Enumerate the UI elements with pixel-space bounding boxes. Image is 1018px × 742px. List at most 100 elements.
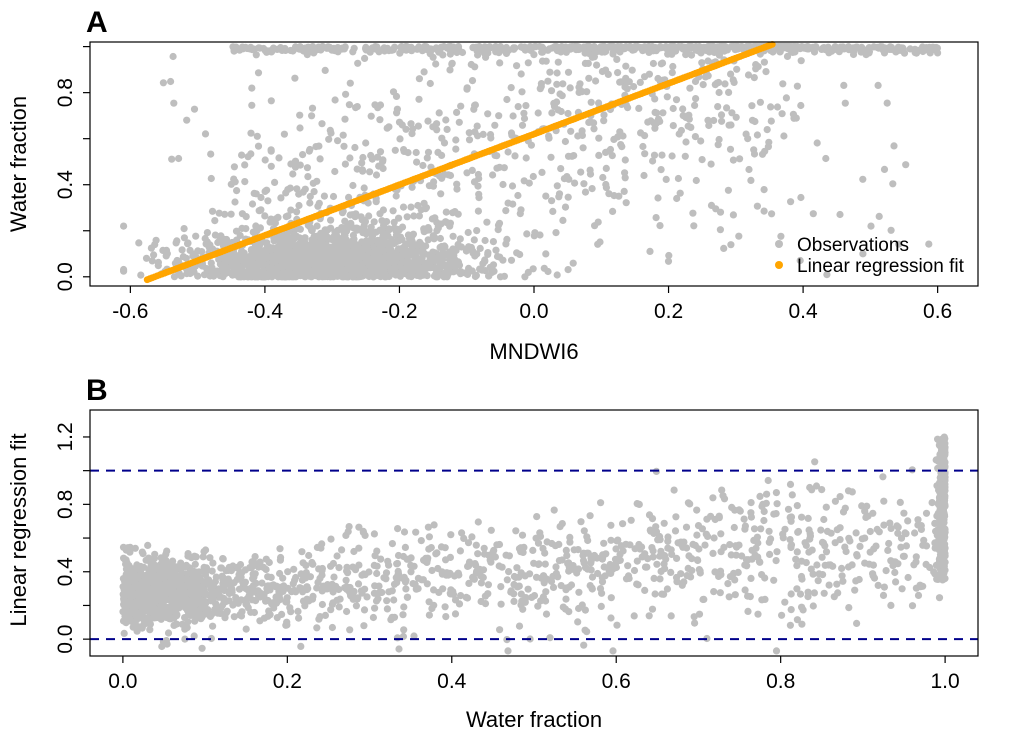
observation-point	[313, 250, 322, 258]
observation-point	[889, 180, 897, 188]
observation-point	[698, 156, 706, 164]
observation-point	[270, 271, 279, 279]
observation-point	[783, 52, 792, 61]
observation-point	[355, 225, 363, 233]
observation-point	[338, 546, 346, 554]
observation-point	[777, 232, 785, 240]
observation-point	[516, 250, 524, 259]
observation-point	[407, 273, 415, 281]
observation-point	[283, 598, 291, 606]
observation-point	[718, 117, 726, 125]
observation-point	[559, 80, 567, 88]
observation-point	[254, 246, 262, 254]
observation-point	[550, 506, 558, 514]
observation-point	[211, 231, 219, 239]
observation-point	[148, 257, 156, 265]
observation-point	[660, 519, 668, 527]
observation-point	[395, 118, 404, 126]
observation-point	[401, 245, 409, 253]
observation-point	[499, 256, 507, 264]
observation-point	[182, 254, 190, 262]
observation-point	[479, 130, 487, 138]
observation-point	[634, 581, 642, 589]
observation-point	[392, 92, 401, 100]
observation-point	[241, 161, 249, 169]
observation-point	[567, 581, 576, 589]
observation-point	[206, 554, 214, 562]
observation-point	[294, 607, 302, 616]
observation-point	[548, 109, 556, 117]
observation-point	[328, 623, 336, 632]
observation-point	[271, 219, 279, 227]
observation-point	[318, 120, 326, 128]
observation-point	[704, 57, 712, 65]
observation-point	[716, 226, 725, 234]
observation-point	[481, 236, 489, 245]
observation-point	[463, 169, 471, 177]
observation-point	[839, 43, 847, 52]
observation-point	[420, 199, 428, 207]
observation-point	[561, 203, 570, 211]
observation-point	[692, 176, 700, 185]
observation-point	[624, 562, 632, 570]
observation-point	[351, 143, 359, 152]
observation-point	[473, 567, 481, 576]
observation-point	[491, 553, 499, 561]
observation-point	[600, 111, 608, 119]
observation-point	[173, 237, 181, 245]
observation-point	[493, 252, 502, 261]
observation-point	[709, 549, 717, 558]
observation-point	[715, 88, 723, 97]
observation-point	[402, 125, 410, 133]
observation-point	[418, 271, 426, 279]
observation-point	[883, 99, 891, 107]
observation-point	[359, 153, 367, 162]
observation-point	[622, 62, 630, 70]
observation-point	[547, 87, 556, 95]
observation-point	[912, 584, 921, 592]
observation-point	[261, 156, 269, 164]
observation-point	[715, 512, 723, 520]
observation-point	[274, 264, 282, 272]
observation-point	[415, 95, 423, 103]
observation-point	[649, 59, 658, 68]
observation-point	[898, 585, 906, 593]
observation-point	[620, 187, 628, 195]
observation-point	[568, 152, 576, 160]
observation-point	[565, 608, 573, 616]
observation-point	[590, 125, 598, 133]
observation-point	[159, 79, 167, 87]
observation-point	[444, 270, 452, 278]
observation-point	[522, 154, 530, 162]
observation-point	[553, 182, 561, 190]
observation-point	[375, 162, 383, 170]
observation-point	[313, 624, 321, 632]
observation-point	[462, 247, 470, 255]
observation-point	[240, 272, 248, 280]
observation-point	[150, 251, 158, 259]
observation-point	[399, 203, 408, 211]
observation-point	[553, 69, 561, 77]
observation-point	[407, 46, 415, 54]
observation-point	[745, 165, 753, 174]
observation-point	[373, 569, 381, 578]
observation-point	[544, 46, 552, 54]
observation-point	[385, 225, 393, 233]
observation-point	[594, 240, 602, 248]
observation-point	[517, 569, 525, 577]
observation-point	[331, 228, 339, 236]
observation-point	[198, 644, 206, 652]
observation-point	[414, 255, 423, 264]
observation-point	[649, 553, 657, 561]
observation-point	[220, 268, 228, 276]
observation-point	[602, 47, 610, 56]
observation-point	[534, 109, 542, 117]
observation-point	[510, 597, 518, 606]
observation-point	[216, 609, 224, 618]
observation-point	[658, 59, 667, 67]
observation-point	[518, 88, 526, 96]
observation-point	[442, 208, 450, 216]
observation-point	[750, 525, 759, 533]
observation-point	[716, 208, 725, 216]
observation-point	[398, 223, 407, 231]
